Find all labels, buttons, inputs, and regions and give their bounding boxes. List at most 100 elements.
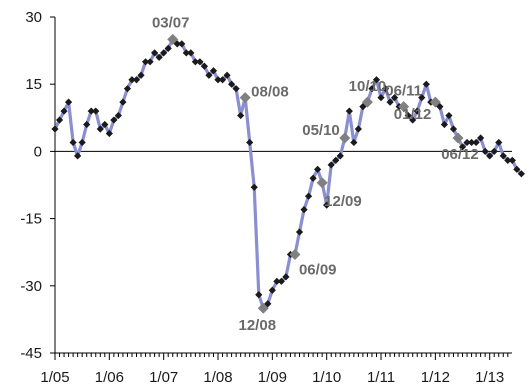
y-tick-label: -45 bbox=[20, 345, 42, 362]
data-point bbox=[141, 58, 150, 66]
data-point bbox=[282, 273, 290, 281]
data-point bbox=[404, 111, 412, 120]
data-point bbox=[119, 98, 127, 106]
data-point bbox=[490, 147, 498, 155]
data-point bbox=[200, 62, 209, 70]
data-point bbox=[164, 44, 172, 52]
x-tick-label: 1/11 bbox=[367, 369, 395, 386]
data-point bbox=[155, 53, 163, 61]
data-point bbox=[277, 277, 285, 285]
data-point bbox=[146, 58, 154, 66]
x-tick-label: 1/05 bbox=[40, 369, 69, 386]
data-point bbox=[182, 49, 190, 57]
data-point bbox=[304, 192, 313, 200]
x-tick-label: 1/07 bbox=[149, 369, 178, 386]
data-point bbox=[223, 71, 231, 79]
annotations-group: 03/07 08/08 12/08 06/09 12/09 05/10 10/10 06/11… bbox=[152, 14, 479, 334]
data-point bbox=[336, 152, 344, 160]
y-axis: 30 15 0 -15 -30 -45 bbox=[20, 9, 56, 362]
data-point bbox=[214, 76, 222, 84]
data-point bbox=[227, 80, 236, 88]
annotation-label: 01/12 bbox=[394, 106, 432, 123]
data-point bbox=[472, 138, 480, 147]
x-tick-label: 1/12 bbox=[421, 369, 450, 386]
data-point bbox=[205, 71, 213, 79]
x-tick-label: 1/08 bbox=[203, 369, 232, 386]
data-point bbox=[273, 277, 281, 285]
data-point bbox=[372, 76, 381, 84]
data-point bbox=[69, 138, 77, 147]
y-tick-label: 0 bbox=[34, 143, 42, 160]
data-point bbox=[481, 147, 489, 155]
data-point bbox=[350, 138, 358, 147]
annotation-label: 12/09 bbox=[324, 193, 362, 210]
data-point bbox=[64, 98, 73, 106]
data-point bbox=[386, 98, 394, 106]
annotation-label: 06/12 bbox=[441, 146, 479, 163]
annotation-label: 06/09 bbox=[299, 261, 337, 278]
data-point bbox=[323, 201, 331, 209]
data-point bbox=[499, 152, 507, 160]
data-point bbox=[477, 134, 485, 142]
data-point bbox=[268, 286, 276, 294]
data-point bbox=[309, 174, 317, 182]
y-tick-label: 30 bbox=[25, 9, 42, 26]
data-point bbox=[422, 80, 430, 88]
data-point bbox=[368, 85, 376, 93]
data-point bbox=[391, 94, 399, 102]
x-tick-label: 1/09 bbox=[258, 369, 287, 386]
annotation-label: 03/07 bbox=[152, 14, 190, 31]
data-point bbox=[114, 111, 122, 120]
series-group bbox=[53, 37, 523, 310]
data-point bbox=[187, 49, 195, 57]
data-point bbox=[246, 138, 254, 147]
data-point bbox=[409, 116, 417, 124]
data-point bbox=[160, 49, 168, 57]
data-point bbox=[209, 67, 218, 75]
data-point bbox=[486, 152, 494, 160]
data-point bbox=[218, 76, 227, 84]
highlight-point bbox=[452, 132, 464, 144]
data-point bbox=[300, 206, 308, 214]
annotation-label: 06/11 bbox=[385, 83, 422, 100]
data-point bbox=[101, 120, 109, 129]
data-point bbox=[449, 125, 458, 133]
data-point bbox=[255, 291, 263, 299]
x-tick-label: 1/13 bbox=[475, 369, 504, 386]
data-point bbox=[87, 107, 95, 115]
data-point bbox=[232, 85, 240, 93]
data-point bbox=[413, 107, 421, 115]
data-point bbox=[517, 170, 525, 178]
series-line bbox=[53, 37, 523, 310]
data-point bbox=[51, 125, 59, 133]
x-tick-label: 1/10 bbox=[312, 369, 341, 386]
annotation-label: 10/10 bbox=[349, 78, 387, 95]
data-point bbox=[445, 111, 453, 120]
annotation-label: 12/08 bbox=[239, 317, 277, 334]
data-point bbox=[504, 156, 512, 164]
data-point bbox=[178, 40, 186, 48]
data-point bbox=[354, 125, 362, 133]
data-point bbox=[105, 129, 113, 138]
highlight-point bbox=[239, 92, 251, 104]
highlight-point bbox=[398, 101, 410, 113]
data-point bbox=[458, 143, 467, 151]
highlight-point bbox=[316, 177, 328, 189]
highlight-point bbox=[289, 248, 301, 260]
data-point bbox=[78, 138, 86, 147]
data-point bbox=[327, 161, 335, 169]
data-point bbox=[513, 165, 521, 173]
data-point bbox=[264, 300, 272, 308]
data-point bbox=[96, 125, 104, 133]
data-point bbox=[74, 152, 82, 160]
y-tick-label: -30 bbox=[20, 278, 42, 295]
data-point bbox=[418, 94, 426, 102]
data-point bbox=[345, 107, 353, 115]
data-point bbox=[463, 138, 471, 147]
data-point bbox=[508, 156, 516, 164]
highlight-point bbox=[361, 96, 373, 108]
annotation-label: 05/10 bbox=[302, 122, 340, 139]
data-point bbox=[132, 76, 141, 84]
data-point bbox=[83, 120, 91, 129]
data-point bbox=[440, 120, 449, 129]
